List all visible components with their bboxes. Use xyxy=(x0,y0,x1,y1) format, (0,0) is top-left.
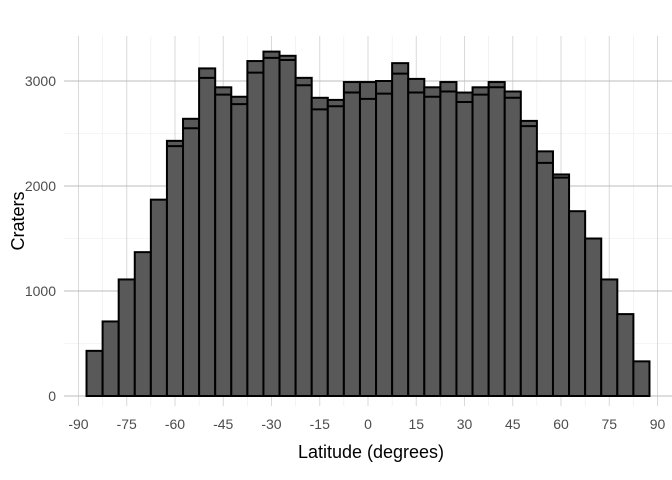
histogram-bar xyxy=(584,237,603,397)
histogram-bar xyxy=(101,320,120,398)
histogram-bar xyxy=(439,81,458,398)
y-tick-label: 3000 xyxy=(25,73,56,89)
histogram-bar xyxy=(182,117,201,398)
histogram-bars xyxy=(85,50,651,398)
y-tick-label: 2000 xyxy=(25,178,56,194)
histogram-bar xyxy=(391,62,410,398)
x-tick-label: 45 xyxy=(505,416,521,432)
histogram-bar xyxy=(117,278,136,398)
histogram-bar xyxy=(310,96,329,398)
histogram-bar xyxy=(423,86,442,398)
x-tick-label: -30 xyxy=(261,416,281,432)
x-tick-label: 75 xyxy=(601,416,617,432)
histogram-bar xyxy=(262,50,281,397)
histogram-bar xyxy=(342,81,361,398)
histogram-bar xyxy=(407,77,426,398)
histogram-bar xyxy=(600,278,619,398)
y-axis-title: Craters xyxy=(8,191,28,250)
y-axis-ticks: 0 1000 2000 3000 xyxy=(25,73,56,404)
histogram-bar xyxy=(214,86,233,398)
x-tick-label: -45 xyxy=(213,416,233,432)
histogram-bar xyxy=(149,198,168,397)
histogram-bar xyxy=(375,80,394,397)
histogram-bar xyxy=(535,150,554,397)
histogram-bar xyxy=(487,81,506,398)
x-tick-label: 30 xyxy=(457,416,473,432)
x-tick-label: -15 xyxy=(310,416,330,432)
histogram-bar xyxy=(198,67,217,398)
histogram-bar xyxy=(278,54,297,398)
y-tick-label: 0 xyxy=(48,388,56,404)
histogram-bar xyxy=(165,139,185,397)
histogram-bar xyxy=(326,98,345,398)
histogram-bar xyxy=(358,81,378,398)
histogram-bar xyxy=(632,360,651,398)
histogram-bar xyxy=(455,91,474,398)
x-tick-label: -90 xyxy=(68,416,88,432)
x-tick-label: 90 xyxy=(650,416,666,432)
histogram-bar xyxy=(471,86,490,398)
histogram-bar xyxy=(230,95,249,397)
histogram-bar xyxy=(294,76,313,397)
histogram-bar xyxy=(133,251,152,397)
histogram-bar xyxy=(503,90,522,397)
y-tick-label: 1000 xyxy=(25,283,56,299)
histogram-bar xyxy=(568,210,587,397)
histogram-bar xyxy=(246,60,265,398)
histogram-bar xyxy=(85,349,104,398)
histogram-bar xyxy=(551,173,571,397)
x-axis-title: Latitude (degrees) xyxy=(298,442,444,462)
x-tick-label: 60 xyxy=(553,416,569,432)
x-axis-ticks: -90 -75 -60 -45 -30 -15 0 15 30 45 60 75 90 xyxy=(68,416,665,432)
histogram-bar xyxy=(519,119,538,398)
x-tick-label: -60 xyxy=(165,416,185,432)
x-tick-label: -75 xyxy=(117,416,137,432)
histogram-bar xyxy=(616,313,635,398)
x-tick-label: 15 xyxy=(408,416,424,432)
x-tick-label: 0 xyxy=(364,416,372,432)
